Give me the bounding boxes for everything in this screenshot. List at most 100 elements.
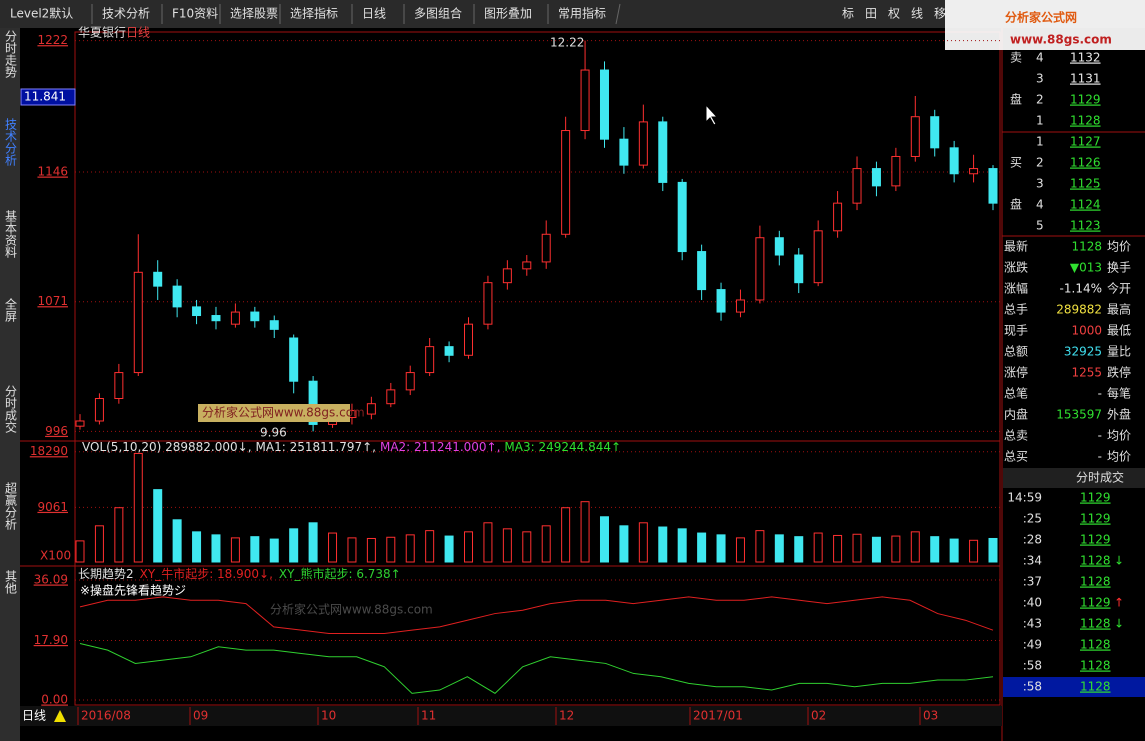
- toolbar-separator: [615, 3, 621, 25]
- toolbar-button[interactable]: 日线: [362, 7, 386, 21]
- candle-body: [910, 116, 920, 157]
- sidebar-tab[interactable]: 基本资料: [4, 210, 18, 258]
- volume-bar: [658, 526, 668, 563]
- toolbar-button[interactable]: 图形叠加: [484, 7, 532, 21]
- candle-body: [561, 130, 571, 235]
- trade-price: 1129: [1080, 596, 1111, 610]
- date-label: 2017/01: [693, 709, 743, 723]
- sidebar-tab[interactable]: 全屏: [4, 297, 18, 323]
- trade-arrow: ↑: [1114, 596, 1124, 610]
- volume-bar: [269, 538, 279, 563]
- toolbar-button[interactable]: Level2默认: [10, 6, 73, 21]
- buy-level: 3: [1036, 177, 1044, 191]
- buy-price: 1126: [1070, 156, 1101, 170]
- buy-price: 1125: [1070, 177, 1101, 191]
- candle-body: [580, 69, 590, 132]
- toolbar-button[interactable]: 技术分析: [102, 7, 150, 21]
- indicator-line: [79, 642, 994, 694]
- toolbar-button[interactable]: 标: [842, 7, 854, 21]
- volume-bar: [425, 530, 435, 563]
- logo-bg: [945, 0, 1145, 50]
- candle-body: [677, 181, 687, 253]
- sell-price: 1129: [1070, 93, 1101, 107]
- volume-bar: [522, 531, 532, 563]
- quote-label: 均价: [1107, 429, 1131, 443]
- volume-bar: [153, 489, 163, 563]
- volume-bar: [755, 530, 765, 563]
- volume-bar: [172, 519, 182, 563]
- quote-label: 每笔: [1107, 386, 1131, 401]
- toolbar-button[interactable]: 移: [934, 7, 946, 21]
- toolbar-button[interactable]: 田: [865, 7, 877, 21]
- date-label: 2016/08: [81, 709, 131, 723]
- y-tick-label: 1071: [37, 294, 68, 308]
- volume-header-part: MA2: 211241.000↑,: [380, 440, 500, 454]
- sell-side-label: 卖: [1010, 51, 1022, 65]
- sell-price: 1132: [1070, 51, 1101, 65]
- candle-body: [735, 299, 745, 313]
- trade-time: 14:59: [1007, 491, 1042, 505]
- indicator-header: 长期趋势2 XY_牛市起步: 18.900↓, XY_熊市起步: 6.738↑: [78, 566, 401, 581]
- toolbar-button[interactable]: F10资料: [172, 7, 218, 21]
- trade-time: :49: [1023, 638, 1042, 652]
- legend-entry: XY_牛市起步: 18.900↓,: [140, 566, 273, 581]
- candle-body: [230, 311, 240, 325]
- candle-body: [94, 398, 104, 422]
- candle-body: [153, 271, 163, 287]
- y-tick-label: 36.09: [34, 573, 68, 587]
- volume-bar: [94, 525, 104, 563]
- quote-label: 最低: [1107, 324, 1131, 338]
- sidebar-tab[interactable]: 分时成交: [4, 385, 18, 434]
- indicator-note: ※操盘先锋看趋势ジ: [80, 583, 186, 598]
- volume-bar: [541, 525, 551, 563]
- toolbar-button[interactable]: 权: [888, 7, 900, 21]
- trade-price: 1128: [1080, 680, 1111, 694]
- candle-body: [755, 237, 765, 301]
- sidebar-tab[interactable]: 技术分析: [4, 118, 18, 167]
- toolbar-button[interactable]: 线: [911, 7, 923, 21]
- trade-price: 1128: [1080, 617, 1111, 631]
- buy-side-label: 盘: [1010, 197, 1022, 212]
- candle-body: [658, 121, 668, 183]
- candle-body: [988, 168, 998, 204]
- candle-body: [444, 346, 454, 356]
- candle-body: [464, 323, 474, 356]
- trade-price: 1128: [1080, 575, 1111, 589]
- sidebar-tab[interactable]: 超赢分析: [4, 481, 18, 531]
- quote-label: 内盘: [1004, 407, 1028, 422]
- trade-time: :40: [1023, 596, 1042, 610]
- candle-body: [405, 372, 415, 391]
- date-label: 11: [421, 709, 436, 723]
- sell-level: 2: [1036, 93, 1044, 107]
- legend-entry: XY_熊市起步: 6.738↑: [279, 566, 401, 581]
- quote-value: 1255: [1071, 366, 1102, 380]
- sidebar-tab[interactable]: 分时走势: [4, 30, 18, 78]
- toolbar-button[interactable]: 多图组合: [414, 6, 462, 21]
- volume-bar: [852, 533, 862, 563]
- volume-bar: [930, 536, 940, 563]
- volume-bar: [949, 538, 959, 563]
- period-label[interactable]: 日线: [22, 709, 46, 723]
- candle-body: [172, 285, 182, 308]
- toolbar-button[interactable]: 常用指标: [558, 6, 606, 21]
- candle-body: [969, 168, 979, 175]
- volume-bar: [444, 535, 454, 563]
- sidebar-tab[interactable]: 其他: [4, 570, 18, 594]
- candle-body: [425, 346, 435, 374]
- chart-frame: [74, 31, 1001, 706]
- sell-side-label: 盘: [1010, 92, 1022, 107]
- trade-price: 1128: [1080, 659, 1111, 673]
- volume-bar: [289, 528, 299, 563]
- toolbar-button[interactable]: 选择指标: [290, 6, 338, 21]
- trade-time: :43: [1023, 617, 1042, 631]
- trade-time: :25: [1023, 512, 1042, 526]
- volume-bar: [250, 536, 260, 563]
- volume-bar: [308, 522, 318, 563]
- toolbar-button[interactable]: 选择股票: [230, 7, 278, 21]
- volume-bar: [347, 537, 357, 563]
- y-tick-label: 0.00: [41, 693, 68, 707]
- candle-body: [192, 306, 202, 317]
- candle-body: [133, 271, 143, 374]
- volume-bar: [580, 501, 590, 563]
